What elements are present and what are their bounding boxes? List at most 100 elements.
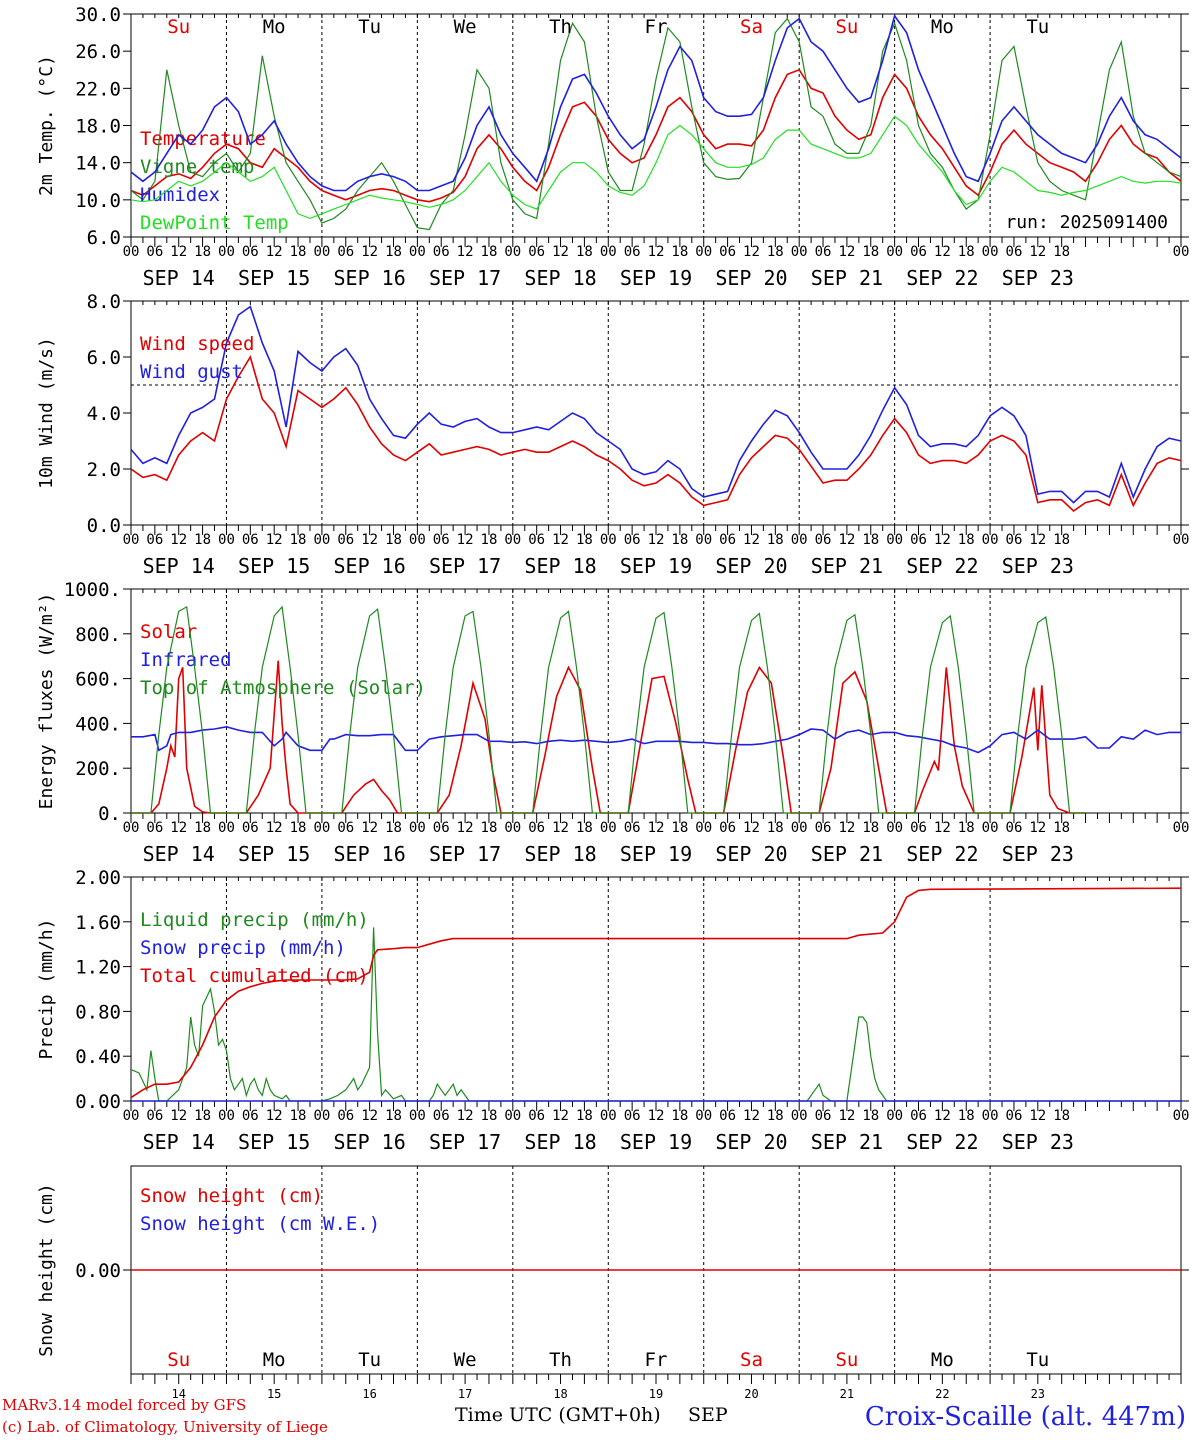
panel-1-hour-label: 18 (290, 244, 307, 260)
panel-1-date-label: SEP 15 (238, 266, 310, 290)
panel-3-hour-label: 06 (242, 820, 259, 836)
panel-1-hour-label: 18 (385, 244, 402, 260)
panel-3-date-label: SEP 14 (143, 842, 215, 866)
panel-1-hour-label: 12 (1029, 244, 1046, 260)
panel-4-hour-label: 18 (671, 1108, 688, 1124)
panel-2-hour-label: 18 (767, 532, 784, 548)
panel-1-hour-label: 06 (337, 244, 354, 260)
panel-2-hour-label: 18 (194, 532, 211, 548)
panel-2-hour-label: 06 (528, 532, 545, 548)
panel-1-frame (130, 13, 1182, 238)
panel-1-hour-label: 18 (671, 244, 688, 260)
bottom-weekday-label: Mo (931, 1349, 954, 1371)
panel-2-hour-label: 00 (695, 532, 712, 548)
panel-2-hour-label: 12 (838, 532, 855, 548)
panel-2-y-tick-label: 2.0 (87, 459, 121, 481)
panel-4-hour-label: 00 (313, 1108, 330, 1124)
panel-3-hour-label: 00 (409, 820, 426, 836)
panel-3-hour-label: 06 (433, 820, 450, 836)
panel-2-date-label: SEP 22 (906, 554, 978, 578)
panel-4-hour-label: 18 (385, 1108, 402, 1124)
panel-3-hour-label: 00 (123, 820, 140, 836)
panel-1-date-label: SEP 21 (811, 266, 883, 290)
panel-4-date-label: SEP 15 (238, 1130, 310, 1154)
panel-3-hour-label: 18 (1053, 820, 1070, 836)
panel-4-hour-label: 00 (791, 1108, 808, 1124)
panel-4-y-tick-label: 0.40 (75, 1046, 121, 1068)
bottom-day-number: 22 (935, 1387, 949, 1401)
panel-2-hour-label: 06 (1006, 532, 1023, 548)
panel-2-hour-label: 00 (982, 532, 999, 548)
panel-1-date-label: SEP 23 (1002, 266, 1074, 290)
bottom-weekday-label: Mo (263, 1349, 286, 1371)
panel-2-date-label: SEP 17 (429, 554, 501, 578)
bottom-weekday-label: Th (549, 1349, 572, 1371)
panel-3-hour-label: 18 (194, 820, 211, 836)
panel-4-hour-label: 00 (218, 1108, 235, 1124)
panel-1-hour-label: 12 (838, 244, 855, 260)
top-weekday-label: Mo (263, 16, 286, 38)
panel-2-hour-label: 12 (552, 532, 569, 548)
panel-2-hour-label: 18 (671, 532, 688, 548)
panel-2-series-wind-speed (130, 355, 1182, 513)
panel-3-hour-label: 00 (791, 820, 808, 836)
panel-3-date-label: SEP 21 (811, 842, 883, 866)
panel-3-hour-label: 00 (600, 820, 617, 836)
panel-3-series-solar (131, 660, 1086, 814)
panel-2-hour-label: 00 (409, 532, 426, 548)
panel-3-date-label: SEP 18 (524, 842, 596, 866)
panel-4-hour-label: 00 (409, 1108, 426, 1124)
top-weekday-label: Tu (358, 16, 381, 38)
panel-4-hour-label: 00 (695, 1108, 712, 1124)
panel-4-series-liquid-precip-mm-h- (130, 927, 1181, 1102)
panel-3-hour-label: 12 (1029, 820, 1046, 836)
panel-4-hour-label: 12 (457, 1108, 474, 1124)
panel-3-date-label: SEP 15 (238, 842, 310, 866)
panel-4-hour-label: 12 (743, 1108, 760, 1124)
panel-2-hour-label: 12 (361, 532, 378, 548)
panel-2-date-label: SEP 14 (143, 554, 215, 578)
panel-2-hour-label: 18 (290, 532, 307, 548)
panel-2-hour-label: 00 (313, 532, 330, 548)
panel-1-y-axis-title: 2m Temp. (°C) (36, 55, 57, 196)
panel-3-y-tick-label: 200. (75, 758, 121, 780)
panel-4-y-tick-label: 1.20 (75, 957, 121, 979)
panel-4-hour-label: 00 (886, 1108, 903, 1124)
panel-2-hour-label: 06 (624, 532, 641, 548)
panel-1-hour-label: 12 (170, 244, 187, 260)
panel-1-hour-label: 06 (910, 244, 927, 260)
panel-4-hour-label: 18 (767, 1108, 784, 1124)
panel-2-hour-label-final: 00 (1173, 532, 1190, 548)
panel-3-hour-label: 18 (481, 820, 498, 836)
panel-4-date-label: SEP 23 (1002, 1130, 1074, 1154)
panel-4-date-label: SEP 14 (143, 1130, 215, 1154)
panel-2-hour-label: 12 (648, 532, 665, 548)
panel-4-hour-label: 12 (361, 1108, 378, 1124)
bottom-weekday-label: Fr (645, 1349, 668, 1371)
panel-1-series-temperature (130, 68, 1182, 203)
panel-4-hour-label: 18 (576, 1108, 593, 1124)
panel-1-run-annotation: run: 2025091400 (1005, 212, 1168, 233)
panel-1-date-label: SEP 20 (715, 266, 787, 290)
panel-1-y-tick-label: 26.0 (75, 41, 121, 63)
panel-4-y-tick-label: 0.80 (75, 1001, 121, 1023)
panel-3-y-tick-label: 400. (75, 713, 121, 735)
panel-2-hour-label: 00 (123, 532, 140, 548)
panel-5-legend-label: Snow height (cm) (140, 1185, 323, 1207)
panel-2-hour-label: 18 (481, 532, 498, 548)
bottom-day-number: 16 (362, 1387, 376, 1401)
panel-3-hour-label: 18 (671, 820, 688, 836)
panel-4-hour-label: 06 (433, 1108, 450, 1124)
panel-3-legend-label: Top of Atmosphere (Solar) (140, 677, 426, 699)
panel-1-hour-label: 06 (433, 244, 450, 260)
panel-1-hour-label: 18 (481, 244, 498, 260)
panel-1-hour-label: 18 (767, 244, 784, 260)
bottom-day-number: 20 (744, 1387, 758, 1401)
panel-5-y-axis-title: Snow height (cm) (36, 1183, 57, 1356)
panel-2-date-label: SEP 23 (1002, 554, 1074, 578)
panel-1-hour-label: 18 (194, 244, 211, 260)
panel-1-legend-label: Temperature (140, 128, 266, 150)
panel-2-date-label: SEP 16 (334, 554, 406, 578)
panel-1-y-tick-label: 18.0 (75, 116, 121, 138)
panel-1-date-label: SEP 22 (906, 266, 978, 290)
